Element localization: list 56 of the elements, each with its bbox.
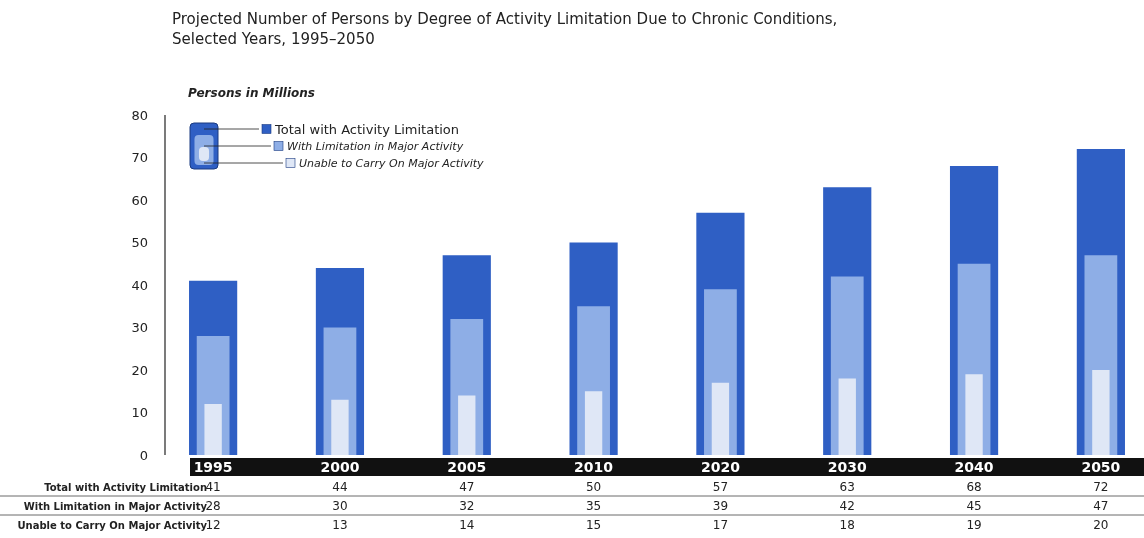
data-label: 63 xyxy=(839,480,855,494)
y-tick-label: 50 xyxy=(131,235,148,250)
legend-label: Unable to Carry On Major Activity xyxy=(299,156,485,170)
data-label: 15 xyxy=(585,518,602,532)
data-label: 57 xyxy=(712,480,729,494)
data-label: 13 xyxy=(332,518,348,532)
data-label: 28 xyxy=(205,499,221,513)
data-label: 30 xyxy=(332,499,348,513)
data-label: 35 xyxy=(585,499,602,513)
data-label: 39 xyxy=(712,499,729,513)
data-label: 42 xyxy=(839,499,855,513)
x-tick-label: 2005 xyxy=(447,459,487,475)
bar xyxy=(584,391,603,455)
data-label: 47 xyxy=(459,480,475,494)
data-label: 14 xyxy=(459,518,475,532)
data-label: 44 xyxy=(332,480,348,494)
y-tick-label: 30 xyxy=(131,320,148,335)
data-label: 68 xyxy=(966,480,982,494)
y-tick-label: 70 xyxy=(131,150,148,165)
x-tick-label: 2020 xyxy=(700,459,741,475)
bar xyxy=(458,395,476,455)
text: With Limitation in Major Activity xyxy=(23,501,207,512)
text: Total with Activity Limitation xyxy=(44,482,207,493)
bar xyxy=(204,404,222,455)
data-label: 19 xyxy=(966,518,982,532)
y-tick-label: 80 xyxy=(131,107,148,123)
data-label: 45 xyxy=(966,499,982,513)
bar xyxy=(838,378,856,455)
data-label: 47 xyxy=(1093,499,1109,513)
data-label: 72 xyxy=(1093,480,1109,494)
chart-title: Projected Number of Persons by Degree of Activity Limitation Due to Chronic Conditions, Selected Years, 1995–2050 xyxy=(172,10,838,48)
data-label: 32 xyxy=(459,499,475,513)
data-label: 50 xyxy=(585,480,602,494)
data-label: 18 xyxy=(839,518,855,532)
x-tick-label: 2050 xyxy=(1081,459,1121,475)
bar xyxy=(331,399,349,455)
bar xyxy=(711,382,730,455)
y-tick-label: 10 xyxy=(131,405,148,420)
x-tick-label: 2030 xyxy=(827,459,867,475)
x-tick-label: 2010 xyxy=(574,459,614,475)
y-tick-label: 0 xyxy=(139,447,148,463)
x-tick-label: 2000 xyxy=(320,459,360,475)
data-label: 20 xyxy=(1093,518,1109,532)
x-tick-label: 2040 xyxy=(954,459,994,475)
y-tick-label: 60 xyxy=(131,192,148,208)
legend-label: Total with Activity Limitation xyxy=(274,121,460,137)
data-label: 17 xyxy=(712,518,729,532)
bar xyxy=(965,374,983,455)
text: Unable to Carry On Major Activity xyxy=(17,520,207,531)
y-tick-label: 20 xyxy=(131,362,148,378)
data-label: 41 xyxy=(205,480,221,494)
y-tick-label: 40 xyxy=(131,277,148,293)
legend-label: With Limitation in Major Activity xyxy=(287,139,464,153)
y-axis-title: Persons in Millions xyxy=(188,86,315,100)
x-tick-label: 1995 xyxy=(193,459,233,475)
bar xyxy=(1092,370,1110,455)
